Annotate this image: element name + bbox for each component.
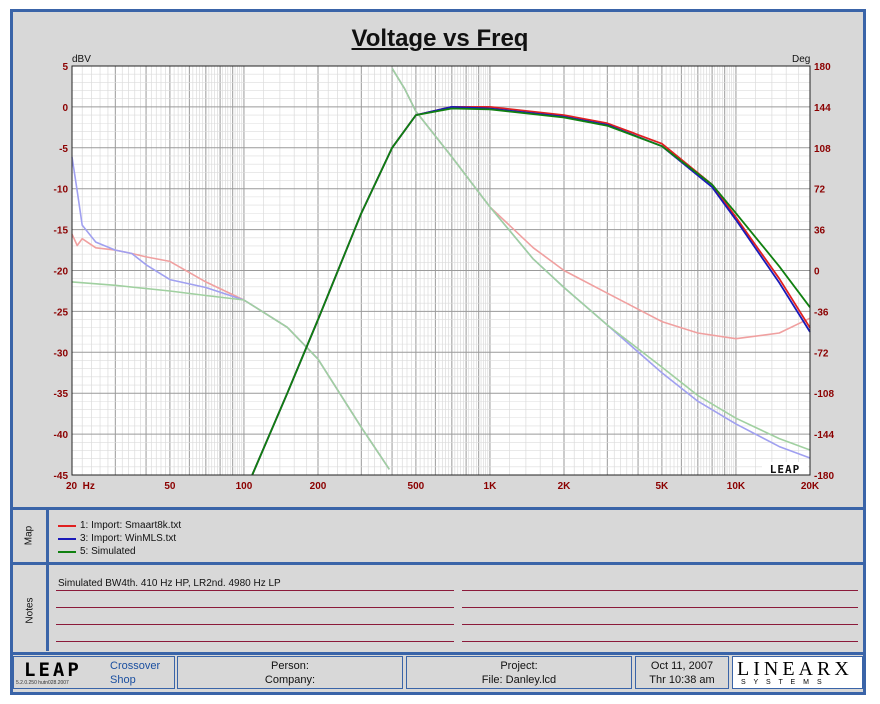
x-tick-label: 500	[408, 481, 425, 492]
leap-watermark: LEAP	[770, 463, 801, 476]
x-tick-label: 20 Hz	[66, 481, 95, 492]
legend-item[interactable]: 5: Simulated	[80, 546, 136, 557]
x-tick-label: 5K	[655, 481, 669, 492]
legend-swatch	[58, 538, 76, 540]
y-tick-label: 0	[62, 103, 68, 114]
y-tick-label-right: -108	[814, 389, 834, 400]
y-tick-label: -15	[54, 226, 69, 237]
notes-label: Notes	[24, 597, 36, 624]
y-tick-label: -45	[54, 471, 69, 482]
legend-swatch	[58, 525, 76, 527]
note-line	[56, 624, 454, 625]
y-tick-label-right: 72	[814, 185, 826, 196]
app-name-line1: Crossover	[110, 660, 161, 672]
company-label: Company:	[264, 674, 316, 686]
map-label: Map	[23, 525, 35, 546]
y-tick-label-right: 108	[814, 144, 831, 155]
person-label: Person:	[271, 660, 309, 672]
brand-logo: LINEARX	[737, 658, 853, 680]
x-tick-label: 200	[310, 481, 327, 492]
date-text: Oct 11, 2007	[650, 660, 714, 672]
series-phase-line	[71, 67, 811, 470]
footer-date-box: Oct 11, 2007 Thr 10:38 am	[635, 656, 729, 689]
file-label: File: Danley.lcd	[481, 674, 557, 686]
map-divider	[46, 510, 49, 562]
footer-project-box: Project: File: Danley.lcd	[406, 656, 632, 689]
y-tick-label-right: -180	[814, 471, 834, 482]
brand-subtitle: S Y S T E M S	[741, 679, 825, 686]
right-axis-unit: Deg	[792, 54, 811, 65]
project-label: Project:	[500, 660, 538, 672]
x-tick-label: 50	[164, 481, 176, 492]
separator-mid	[10, 562, 866, 565]
y-tick-label: -5	[59, 144, 68, 155]
plot-border	[71, 65, 811, 476]
y-tick-label-right: -144	[814, 430, 834, 441]
separator-bottom	[10, 652, 866, 655]
watermark-bg	[762, 462, 808, 474]
y-tick-label-right: 144	[814, 103, 831, 114]
notes-divider	[46, 565, 49, 651]
footer-app-box: LEAP 5.2.0.250 hutn028.2007 Crossover Sh…	[13, 656, 175, 689]
note-line	[462, 607, 858, 608]
x-tick-label: 2K	[558, 481, 572, 492]
y-tick-label-right: -72	[814, 348, 829, 359]
y-tick-label: -10	[54, 185, 69, 196]
time-text: Thr 10:38 am	[649, 674, 715, 686]
separator-top	[10, 507, 866, 510]
legend-swatch	[58, 551, 76, 553]
notes-text[interactable]: Simulated BW4th. 410 Hz HP, LR2nd. 4980 …	[58, 578, 281, 589]
footer-brand-box: LINEARX S Y S T E M S	[732, 656, 863, 689]
version-text: 5.2.0.250 hutn028.2007	[16, 680, 69, 686]
note-line	[462, 590, 858, 591]
legend-item[interactable]: 1: Import: Smaart8k.txt	[80, 520, 182, 531]
y-tick-label-right: 180	[814, 62, 831, 73]
app-name-line2: Shop	[110, 674, 136, 686]
series-magnitude-line	[251, 107, 811, 476]
y-tick-label: -20	[54, 267, 69, 278]
y-tick-label: -40	[54, 430, 69, 441]
y-tick-label: -35	[54, 389, 69, 400]
note-line	[56, 590, 454, 591]
y-tick-label: -25	[54, 307, 69, 318]
note-line	[56, 607, 454, 608]
chart-title: Voltage vs Freq	[351, 25, 529, 52]
leap-logo: LEAP	[24, 659, 82, 681]
footer-person-box: Person: Company:	[177, 656, 403, 689]
x-tick-label: 20K	[801, 481, 820, 492]
y-tick-label-right: 36	[814, 226, 826, 237]
x-tick-label: 10K	[727, 481, 746, 492]
y-tick-label-right: -36	[814, 307, 829, 318]
y-tick-label-right: 0	[814, 267, 820, 278]
x-tick-label: 100	[236, 481, 253, 492]
x-tick-label: 1K	[484, 481, 498, 492]
note-line	[462, 641, 858, 642]
y-tick-label: -30	[54, 348, 69, 359]
legend-item[interactable]: 3: Import: WinMLS.txt	[80, 533, 177, 544]
left-axis-unit: dBV	[72, 54, 91, 65]
note-line	[462, 624, 858, 625]
note-line	[56, 641, 454, 642]
y-tick-label: 5	[62, 62, 68, 73]
